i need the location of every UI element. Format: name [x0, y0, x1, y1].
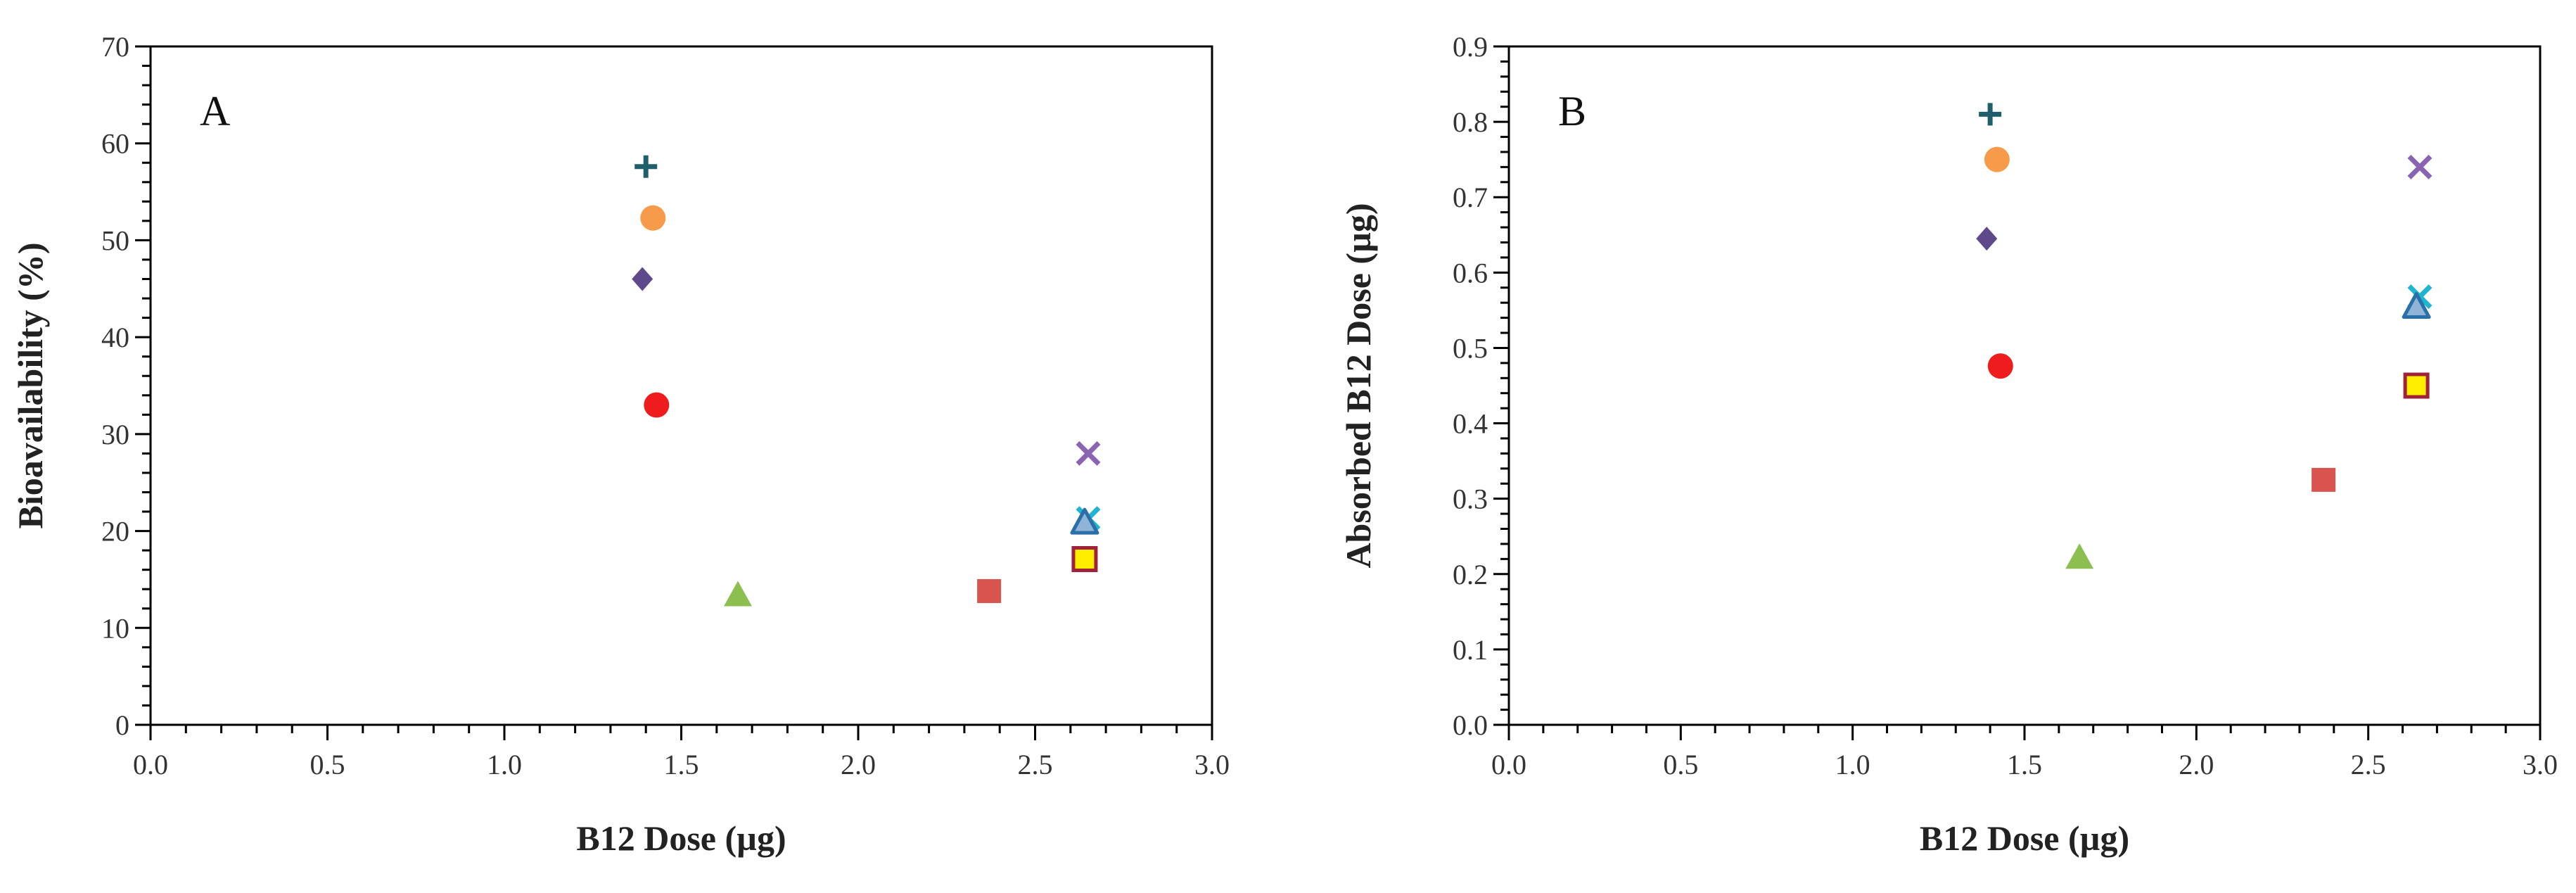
y-axis-title: Absorbed B12 Dose (µg)	[1339, 203, 1378, 568]
y-tick-label: 0.8	[1453, 106, 1488, 138]
y-tick-label: 0.9	[1453, 31, 1488, 63]
y-tick-label: 0.4	[1453, 408, 1488, 440]
x-tick-label: 2.5	[1018, 749, 1053, 780]
data-point-square-outline	[1071, 546, 1098, 573]
plot-frame	[149, 45, 1213, 726]
x-tick-label: 0.0	[1491, 749, 1526, 780]
data-point-square-outline	[2403, 372, 2430, 399]
data-point-plus	[1979, 103, 2002, 126]
x-tick-label: 2.0	[2179, 749, 2214, 780]
y-tick-label: 0.5	[1453, 332, 1488, 364]
chart-panel-b: 0.0 0.5 1.0 1.5 2.0 2.5 3.0 0.0 0.1 0.2 0.3 0.4 0.5 0…	[1339, 31, 2558, 858]
data-point-plus	[635, 155, 658, 178]
panel-label: A	[200, 88, 230, 134]
data-point-square	[2312, 467, 2336, 492]
data-point-circle	[1987, 353, 2013, 379]
x-tick-label: 1.0	[1835, 749, 1870, 780]
x-tick-label: 2.5	[2351, 749, 2386, 780]
x-tick-label: 1.0	[487, 749, 522, 780]
x-axis-title: B12 Dose (µg)	[1920, 818, 2129, 858]
y-tick-label: 0.6	[1453, 257, 1488, 289]
data-point-square	[977, 578, 1002, 603]
panel-label: B	[1558, 88, 1586, 134]
y-tick-label: 0.2	[1453, 559, 1488, 590]
data-point-circle	[640, 205, 666, 231]
y-axis-title: Bioavailability (%)	[11, 243, 50, 529]
data-point-x	[2407, 154, 2432, 179]
y-tick-label: 0	[115, 709, 129, 741]
data-point-triangle-outline	[2402, 292, 2431, 319]
data-point-circle	[1984, 146, 2010, 172]
x-tick-label: 1.5	[664, 749, 699, 780]
data-point-x	[1076, 441, 1101, 466]
x-stroke-2	[1076, 441, 1101, 466]
data-point-diamond	[1976, 227, 1998, 251]
y-tick-label: 0.7	[1453, 182, 1488, 213]
chart-panel-a: 0.0 0.5 1.0 1.5 2.0 2.5 3.0 0 10 20 30 40 50 60 70 B12 …	[11, 31, 1230, 858]
x-tick-label: 0.5	[1663, 749, 1698, 780]
data-point-triangle	[2065, 543, 2094, 569]
x-tick-label: 3.0	[1194, 749, 1230, 780]
x-tick-label: 0.0	[133, 749, 168, 780]
y-tick-label: 70	[101, 31, 129, 63]
y-tick-label: 60	[101, 128, 129, 160]
plot-frame	[1507, 45, 2542, 726]
y-tick-label: 0.0	[1453, 709, 1488, 741]
y-tick-label: 0.1	[1453, 634, 1488, 666]
x-tick-label: 3.0	[2523, 749, 2558, 780]
y-tick-label: 30	[101, 419, 129, 450]
y-tick-label: 0.3	[1453, 483, 1488, 515]
x-axis-title: B12 Dose (µg)	[576, 818, 786, 858]
y-tick-label: 50	[101, 224, 129, 256]
x-stroke-2	[2407, 154, 2432, 179]
x-tick-label: 0.5	[310, 749, 345, 780]
y-tick-label: 20	[101, 516, 129, 547]
x-tick-label: 2.0	[841, 749, 876, 780]
data-point-circle	[644, 392, 670, 418]
y-tick-label: 10	[101, 612, 129, 644]
y-tick-label: 40	[101, 322, 129, 353]
data-point-diamond	[632, 267, 653, 291]
data-point-triangle-outline	[1070, 507, 1099, 535]
x-tick-label: 1.5	[2007, 749, 2042, 780]
data-point-triangle	[723, 581, 752, 607]
